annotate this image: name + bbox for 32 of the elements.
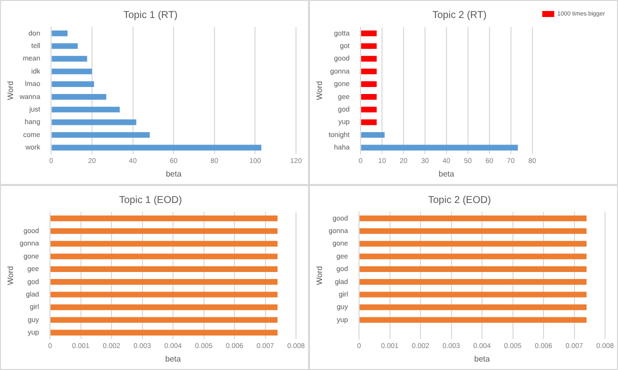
bar [52, 43, 78, 49]
bar [361, 81, 377, 88]
bar [52, 119, 136, 126]
bar [361, 68, 377, 74]
bar [52, 56, 88, 62]
bar [361, 56, 377, 62]
bar [361, 144, 518, 151]
chart-title: Topic 1 (RT) [123, 10, 178, 21]
bar [361, 94, 377, 100]
bar [361, 132, 385, 138]
y-axis-title: Word [6, 266, 16, 285]
bar [361, 119, 377, 126]
chart-title: Topic 1 (EOD) [119, 194, 182, 206]
bar [52, 30, 68, 36]
bar [52, 106, 120, 112]
chart-title: Topic 2 (RT) [432, 10, 487, 21]
x-axis-title: beta [165, 354, 182, 364]
bar [361, 30, 377, 36]
bar [52, 94, 106, 100]
x-axis-title: beta [166, 169, 182, 178]
bar [52, 81, 94, 88]
chart-title: Topic 2 (EOD) [428, 194, 491, 206]
y-axis-title: Word [315, 81, 324, 100]
bar [361, 43, 377, 49]
x-axis-title: beta [474, 354, 490, 364]
y-axis-title: Word [315, 266, 324, 285]
x-axis-title: beta [438, 169, 455, 178]
bar [52, 144, 262, 151]
bar [52, 68, 92, 74]
bar [52, 132, 150, 138]
y-axis-title: Word [6, 81, 16, 100]
bar [361, 106, 377, 112]
